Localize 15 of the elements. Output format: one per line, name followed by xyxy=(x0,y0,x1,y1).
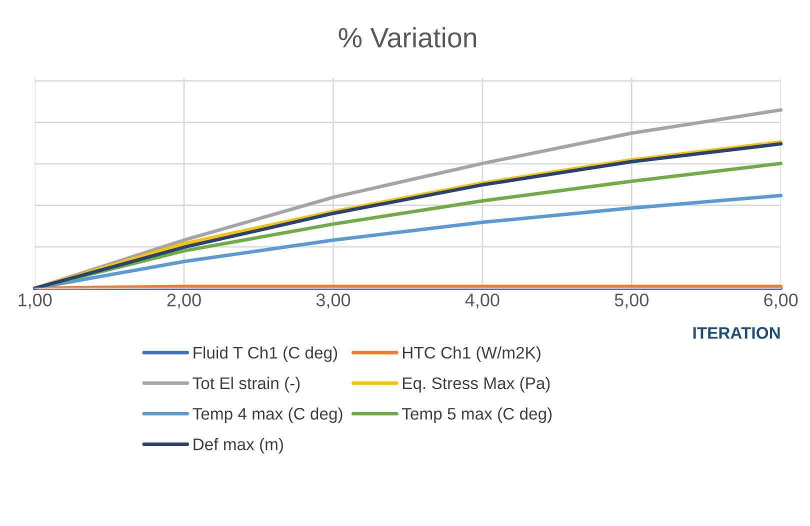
x-tick-label: 3,00 xyxy=(316,294,350,309)
x-tick-label: 2,00 xyxy=(167,294,201,309)
x-tick-label: 6,00 xyxy=(764,294,798,309)
x-tick-label: 1,00 xyxy=(18,294,52,309)
legend-label: Tot El strain (-) xyxy=(192,376,300,392)
x-axis-title: ITERATION xyxy=(693,327,780,339)
legend-label: HTC Ch1 (W/m2K) xyxy=(403,346,540,362)
legend-label: Fluid T Ch1 (C deg) xyxy=(194,346,338,362)
legend-label: Def max (m) xyxy=(194,438,283,454)
legend-label: Temp 4 max (C deg) xyxy=(192,407,342,423)
legend-label: Eq. Stress Max (Pa) xyxy=(403,376,550,392)
chart-title: % Variation xyxy=(338,27,476,48)
legend-label: Temp 5 max (C deg) xyxy=(402,407,552,423)
x-tick-label: 4,00 xyxy=(465,294,500,309)
x-tick-label: 5,00 xyxy=(614,294,649,309)
